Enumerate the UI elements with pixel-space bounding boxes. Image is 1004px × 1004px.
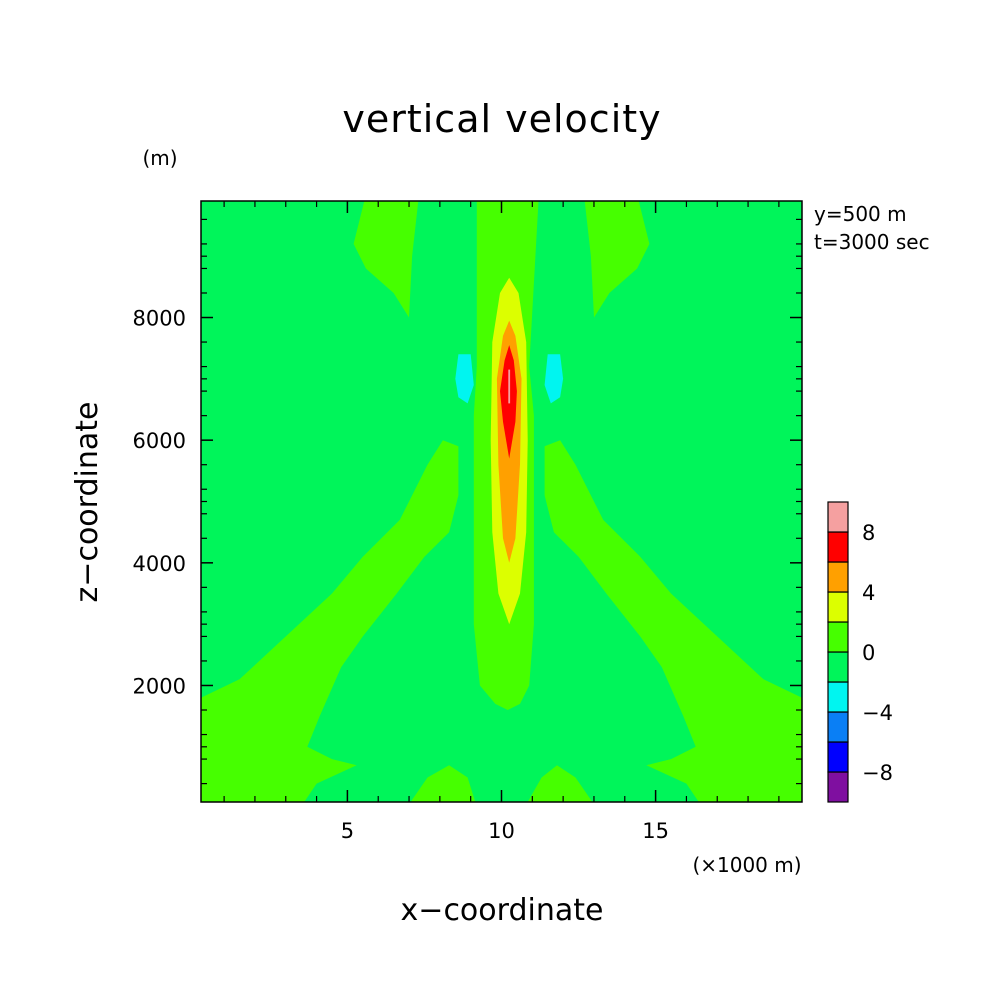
x-axis-ticks: 5 10 15 [341,201,669,843]
colorbar-label: −4 [862,701,893,725]
y-axis-label: z−coordinate [70,402,105,603]
x-tick-label: 15 [642,819,669,843]
colorbar-label: 8 [862,521,875,545]
plot-area [200,200,803,803]
colorbar-swatch [827,771,849,803]
y-tick-label: 8000 [133,307,186,331]
colorbar-labels: −8 −4 0 4 8 [862,521,893,785]
colorbar-swatch [827,711,849,743]
contour-regions [201,201,802,802]
colorbar [827,501,849,803]
contour-region-4 [353,201,419,318]
colorbar-swatch [827,621,849,653]
contour-region-10 [508,369,511,404]
annotation-y: y=500 m [814,202,907,226]
colorbar-swatch [827,651,849,683]
colorbar-swatch [827,591,849,623]
x-unit-label: (×1000 m) [692,853,801,877]
chart-title: vertical velocity [342,97,661,141]
colorbar-swatch [827,681,849,713]
colorbar-swatch [827,561,849,593]
y-unit-label: (m) [142,146,177,170]
y-tick-label: 2000 [133,674,186,698]
contour-region-12 [544,354,564,404]
x-axis-label: x−coordinate [401,893,604,928]
x-tick-label: 10 [488,819,515,843]
y-tick-label: 6000 [133,429,186,453]
contour-region-2 [410,765,476,802]
contour-region-5 [584,201,650,318]
y-axis-ticks: 2000 4000 6000 8000 [133,307,802,698]
x-tick-label: 5 [341,819,354,843]
colorbar-swatch [827,741,849,773]
contour-region-3 [527,765,593,802]
y-minor-ticks [201,218,802,785]
contour-region-1 [544,440,802,802]
annotation-t: t=3000 sec [814,230,930,254]
colorbar-label: 0 [862,641,875,665]
colorbar-label: −8 [862,761,893,785]
colorbar-swatch [827,531,849,563]
contour-region-11 [455,354,474,404]
y-tick-label: 4000 [133,552,186,576]
colorbar-swatch [827,501,849,533]
colorbar-label: 4 [862,581,875,605]
x-minor-ticks [223,201,780,802]
contour-region-0 [201,440,459,802]
